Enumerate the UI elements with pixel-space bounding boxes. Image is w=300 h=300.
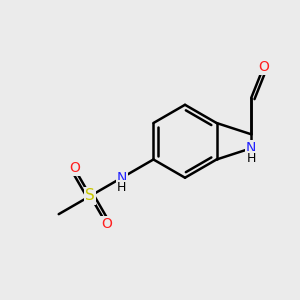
Text: H: H [117,182,127,194]
Text: O: O [258,60,269,74]
Text: H: H [247,152,256,165]
Text: S: S [85,188,95,203]
Text: O: O [101,217,112,231]
Text: N: N [117,171,127,185]
Text: O: O [69,161,80,175]
Text: N: N [246,141,256,155]
